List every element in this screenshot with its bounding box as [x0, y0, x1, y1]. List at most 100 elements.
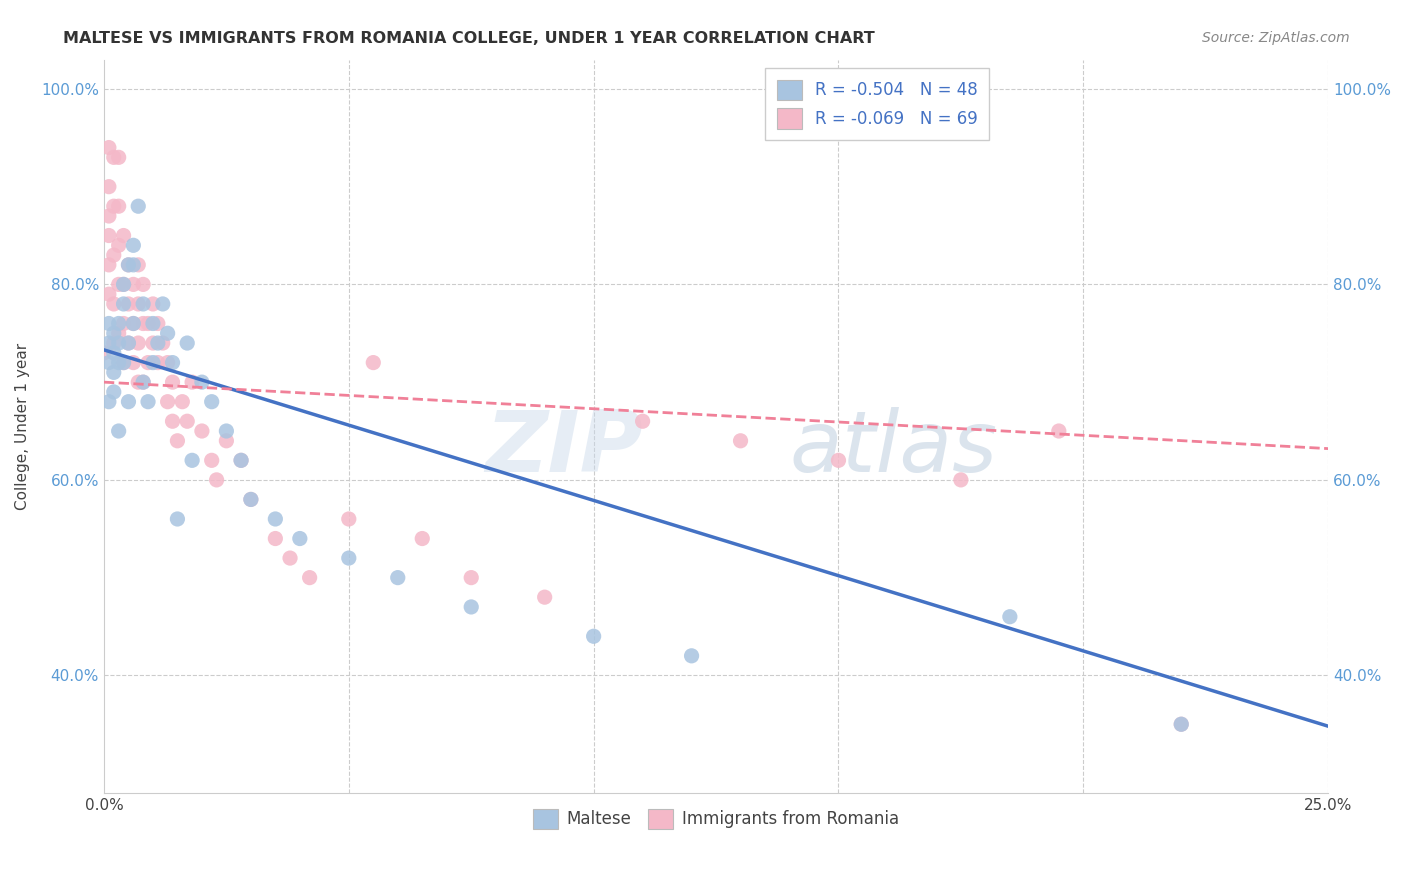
Point	[1170, 717, 1192, 731]
Point	[97, 140, 120, 154]
Point	[117, 394, 139, 409]
Point	[146, 336, 169, 351]
Point	[156, 326, 179, 341]
Point	[229, 453, 252, 467]
Point	[93, 346, 115, 360]
Point	[107, 150, 129, 164]
Point	[361, 355, 384, 369]
Point	[411, 532, 433, 546]
Point	[103, 326, 125, 341]
Point	[337, 512, 360, 526]
Point	[136, 317, 159, 331]
Point	[191, 375, 214, 389]
Point	[122, 317, 145, 331]
Point	[264, 512, 287, 526]
Point	[162, 375, 184, 389]
Point	[1170, 717, 1192, 731]
Point	[97, 258, 120, 272]
Point	[97, 287, 120, 301]
Point	[132, 297, 155, 311]
Point	[127, 199, 149, 213]
Point	[97, 209, 120, 223]
Point	[122, 317, 145, 331]
Point	[201, 453, 224, 467]
Point	[239, 492, 262, 507]
Point	[146, 317, 169, 331]
Point	[172, 394, 194, 409]
Point	[827, 453, 849, 467]
Point	[166, 512, 188, 526]
Point	[264, 532, 287, 546]
Point	[97, 179, 120, 194]
Point	[176, 414, 198, 428]
Point	[97, 394, 120, 409]
Point	[136, 394, 159, 409]
Y-axis label: College, Under 1 year: College, Under 1 year	[15, 343, 30, 509]
Point	[176, 336, 198, 351]
Text: MALTESE VS IMMIGRANTS FROM ROMANIA COLLEGE, UNDER 1 YEAR CORRELATION CHART: MALTESE VS IMMIGRANTS FROM ROMANIA COLLE…	[63, 31, 875, 46]
Point	[103, 199, 125, 213]
Point	[631, 414, 654, 428]
Point	[156, 355, 179, 369]
Point	[142, 355, 165, 369]
Point	[460, 599, 482, 614]
Point	[949, 473, 972, 487]
Point	[191, 424, 214, 438]
Point	[156, 394, 179, 409]
Point	[103, 297, 125, 311]
Point	[97, 228, 120, 243]
Point	[107, 355, 129, 369]
Point	[142, 297, 165, 311]
Point	[127, 336, 149, 351]
Point	[288, 532, 311, 546]
Point	[107, 326, 129, 341]
Point	[132, 375, 155, 389]
Point	[107, 238, 129, 252]
Point	[278, 551, 301, 566]
Point	[681, 648, 703, 663]
Point	[97, 317, 120, 331]
Point	[117, 336, 139, 351]
Text: ZIP: ZIP	[485, 407, 643, 490]
Point	[337, 551, 360, 566]
Point	[298, 571, 321, 585]
Point	[122, 277, 145, 292]
Point	[533, 590, 555, 604]
Point	[103, 365, 125, 379]
Point	[112, 317, 135, 331]
Point	[112, 355, 135, 369]
Text: Source: ZipAtlas.com: Source: ZipAtlas.com	[1202, 31, 1350, 45]
Point	[97, 336, 120, 351]
Point	[112, 228, 135, 243]
Point	[107, 424, 129, 438]
Point	[117, 336, 139, 351]
Point	[112, 277, 135, 292]
Point	[103, 384, 125, 399]
Point	[1047, 424, 1070, 438]
Point	[97, 355, 120, 369]
Point	[146, 355, 169, 369]
Legend: Maltese, Immigrants from Romania: Maltese, Immigrants from Romania	[527, 802, 905, 836]
Point	[107, 277, 129, 292]
Point	[152, 336, 174, 351]
Point	[117, 258, 139, 272]
Point	[387, 571, 409, 585]
Point	[132, 375, 155, 389]
Point	[132, 277, 155, 292]
Point	[122, 258, 145, 272]
Point	[215, 424, 238, 438]
Point	[460, 571, 482, 585]
Point	[998, 609, 1021, 624]
Point	[103, 336, 125, 351]
Text: atlas: atlas	[790, 407, 997, 490]
Point	[103, 248, 125, 262]
Point	[215, 434, 238, 448]
Point	[127, 297, 149, 311]
Point	[103, 346, 125, 360]
Point	[730, 434, 752, 448]
Point	[122, 355, 145, 369]
Point	[136, 355, 159, 369]
Point	[127, 375, 149, 389]
Point	[239, 492, 262, 507]
Point	[205, 473, 228, 487]
